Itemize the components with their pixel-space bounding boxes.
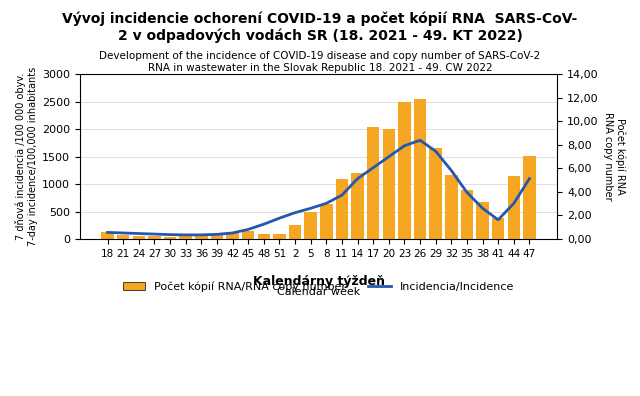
Bar: [101, 232, 114, 239]
Bar: [132, 236, 145, 239]
Text: Kalendárny týždeň: Kalendárny týždeň: [253, 275, 385, 288]
Bar: [508, 177, 520, 239]
Text: Development of the incidence of COVID-19 disease and copy number of SARS-CoV-2
R: Development of the incidence of COVID-19…: [99, 51, 541, 73]
Bar: [429, 148, 442, 239]
Bar: [523, 156, 536, 239]
Bar: [383, 129, 395, 239]
Bar: [273, 234, 285, 239]
Bar: [257, 234, 270, 239]
Y-axis label: Počet kópií RNA
RNA copy number: Počet kópií RNA RNA copy number: [603, 112, 625, 201]
Bar: [289, 225, 301, 239]
Bar: [242, 231, 255, 239]
Y-axis label: 7 dňová incidencia /100 000 obyv.
7-day incidence/100,000 inhabitants: 7 dňová incidencia /100 000 obyv. 7-day …: [15, 67, 38, 246]
Bar: [461, 190, 473, 239]
Bar: [148, 236, 161, 239]
Bar: [164, 237, 177, 239]
Bar: [476, 202, 489, 239]
Bar: [367, 127, 380, 239]
Bar: [445, 175, 458, 239]
Bar: [211, 234, 223, 239]
Bar: [305, 211, 317, 239]
Bar: [398, 102, 411, 239]
Bar: [117, 234, 129, 239]
Bar: [336, 179, 348, 239]
Bar: [179, 236, 192, 239]
Bar: [195, 236, 207, 239]
Bar: [414, 99, 426, 239]
Text: Calendar week: Calendar week: [277, 287, 360, 297]
Bar: [320, 204, 333, 239]
Bar: [351, 173, 364, 239]
Legend: Počet kópií RNA/RNA copy number, Incidencia/Incidence: Počet kópií RNA/RNA copy number, Inciden…: [118, 276, 518, 296]
Text: Vývoj incidencie ochorení COVID-19 a počet kópií RNA  SARS-CoV-
2 v odpadových v: Vývoj incidencie ochorení COVID-19 a poč…: [62, 12, 578, 43]
Bar: [227, 232, 239, 239]
Bar: [492, 218, 504, 239]
